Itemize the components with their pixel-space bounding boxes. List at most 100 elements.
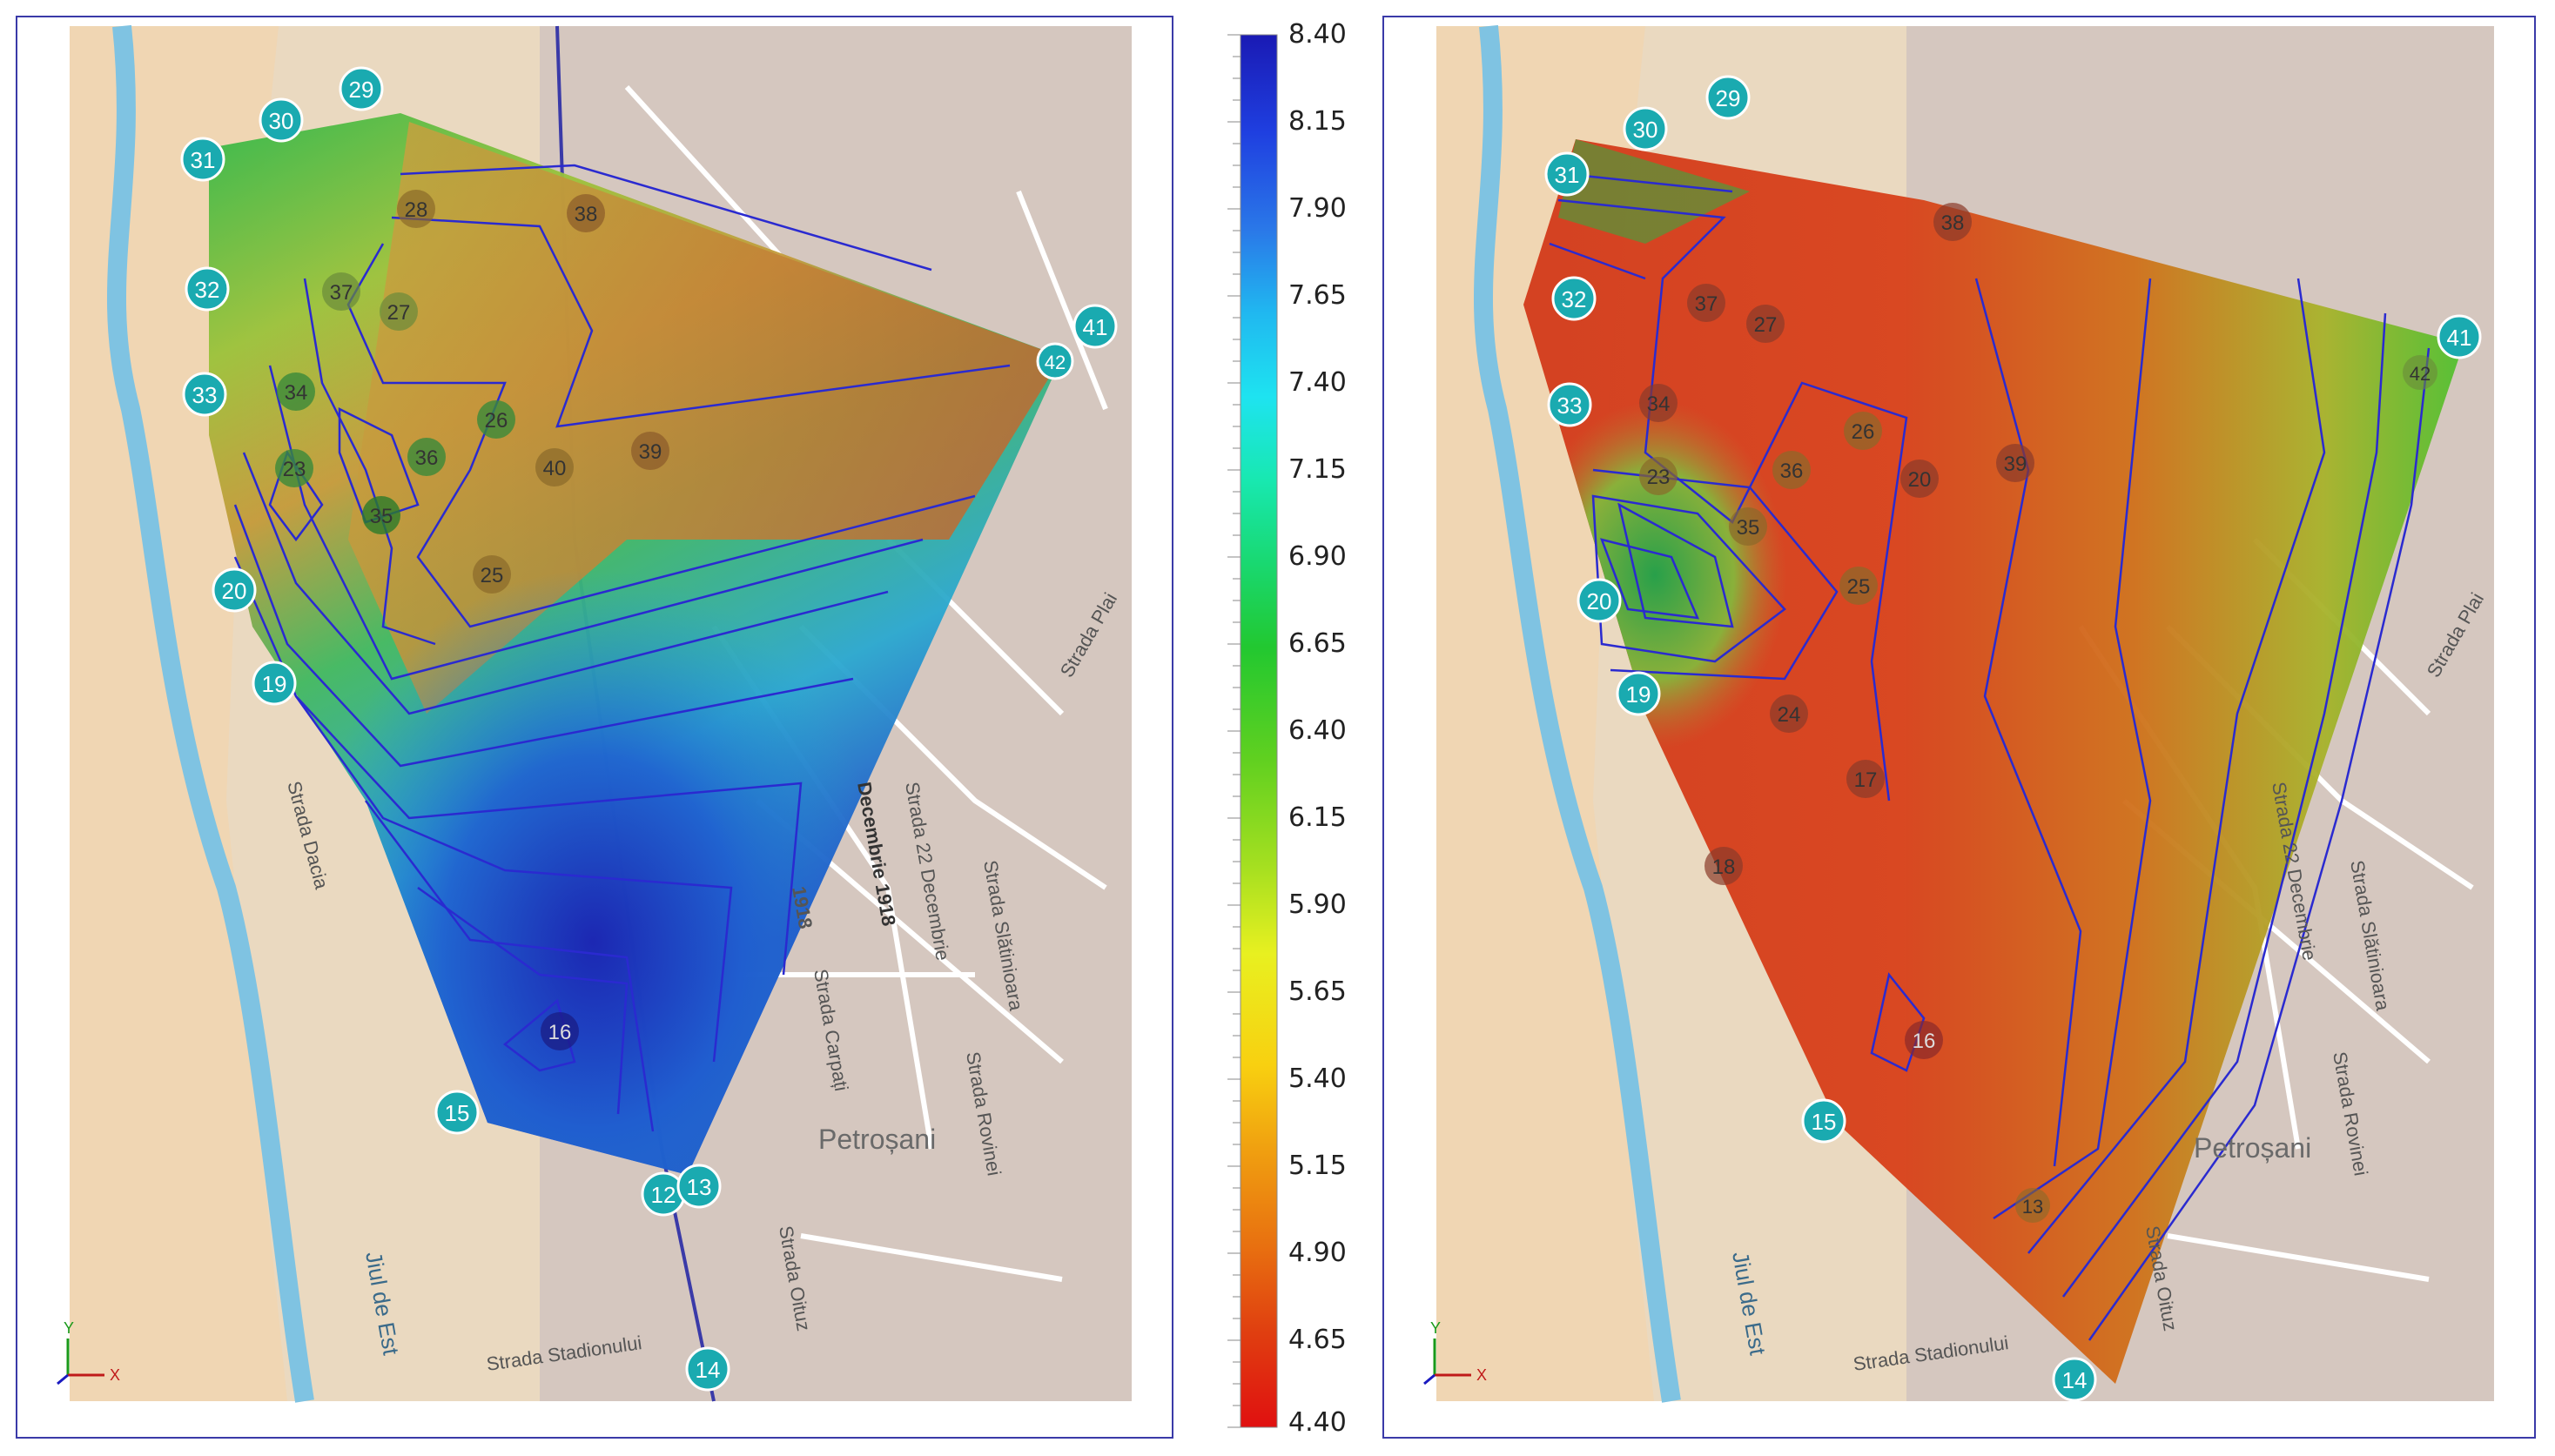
svg-text:30: 30	[269, 108, 294, 134]
point-17[interactable]: 17	[1846, 760, 1885, 798]
point-18[interactable]: 18	[1704, 847, 1743, 885]
point-30[interactable]: 30	[1623, 106, 1668, 151]
point-41[interactable]: 41	[2437, 314, 2482, 359]
point-23[interactable]: 23	[275, 449, 313, 487]
point-20[interactable]: 20	[1577, 578, 1622, 623]
point-33[interactable]: 33	[1547, 382, 1592, 427]
point-39[interactable]: 39	[1996, 444, 2034, 482]
point-28[interactable]: 28	[397, 190, 435, 228]
point-41[interactable]: 41	[1072, 304, 1118, 349]
svg-text:32: 32	[1562, 286, 1587, 312]
point-29[interactable]: 29	[339, 66, 384, 111]
point-34[interactable]: 34	[277, 372, 315, 411]
svg-text:34: 34	[285, 381, 308, 405]
river-jiul	[106, 24, 314, 1403]
point-13[interactable]: 13	[676, 1164, 722, 1209]
scale-label: 8.15	[1288, 106, 1347, 137]
z-axis-arrow	[57, 1373, 69, 1386]
point-27[interactable]: 27	[1746, 305, 1785, 343]
point-34[interactable]: 34	[1639, 384, 1678, 422]
left-map-canvas[interactable]: 29 30 31 32 33 34 23 20 19 15 12 13 14 1…	[17, 17, 1172, 1437]
point-36[interactable]: 36	[407, 438, 446, 476]
scale-label: 5.90	[1288, 889, 1347, 920]
point-15[interactable]: 15	[1801, 1098, 1846, 1144]
svg-text:17: 17	[1854, 768, 1878, 792]
svg-text:31: 31	[191, 147, 216, 173]
point-23[interactable]: 23	[1639, 457, 1678, 495]
point-25[interactable]: 25	[473, 555, 511, 594]
point-33[interactable]: 33	[182, 372, 227, 417]
scale-label: 6.90	[1288, 541, 1347, 572]
scale-label: 7.40	[1288, 367, 1347, 398]
point-42[interactable]: 42	[2403, 355, 2437, 390]
scale-label: 7.90	[1288, 193, 1347, 224]
svg-text:29: 29	[1716, 85, 1741, 111]
point-35[interactable]: 35	[1729, 507, 1767, 546]
point-16[interactable]: 16	[1905, 1021, 1943, 1059]
point-30[interactable]: 30	[259, 97, 304, 143]
svg-text:14: 14	[696, 1357, 721, 1383]
svg-text:36: 36	[1780, 460, 1804, 483]
point-31[interactable]: 31	[180, 137, 225, 182]
right-map-canvas[interactable]: 29 30 31 32 33 34 23 20 19 15 14 13 16 4…	[1384, 17, 2534, 1437]
svg-text:13: 13	[2022, 1196, 2043, 1218]
svg-text:35: 35	[1737, 516, 1760, 540]
point-26[interactable]: 26	[1844, 412, 1882, 450]
point-24[interactable]: 24	[1770, 694, 1808, 733]
svg-text:26: 26	[485, 409, 508, 433]
svg-text:24: 24	[1778, 703, 1801, 727]
point-25[interactable]: 25	[1839, 567, 1878, 605]
x-axis-label: X	[1476, 1366, 1487, 1384]
point-29[interactable]: 29	[1705, 75, 1751, 120]
point-31[interactable]: 31	[1544, 151, 1590, 197]
x-axis-label: X	[110, 1366, 120, 1384]
point-38[interactable]: 38	[1933, 203, 1972, 241]
point-20[interactable]: 20	[212, 567, 257, 613]
contour-lines	[1549, 172, 2431, 1341]
point-20-inner[interactable]: 20	[1900, 460, 1939, 498]
point-37[interactable]: 37	[1687, 284, 1725, 322]
svg-text:19: 19	[1626, 681, 1651, 708]
scale-label: 4.40	[1288, 1407, 1347, 1438]
point-19[interactable]: 19	[252, 661, 297, 706]
svg-text:12: 12	[651, 1182, 676, 1208]
point-38[interactable]: 38	[567, 194, 605, 232]
point-32[interactable]: 32	[1551, 276, 1597, 321]
svg-text:27: 27	[1754, 313, 1778, 337]
svg-text:25: 25	[481, 564, 504, 587]
point-37[interactable]: 37	[322, 272, 360, 311]
svg-text:19: 19	[262, 671, 287, 697]
svg-text:25: 25	[1847, 575, 1871, 599]
point-14[interactable]: 14	[2052, 1357, 2097, 1402]
scale-label: 4.65	[1288, 1325, 1347, 1355]
point-42[interactable]: 42	[1036, 342, 1074, 380]
point-32[interactable]: 32	[185, 266, 230, 312]
scale-label: 6.65	[1288, 628, 1347, 659]
svg-text:41: 41	[1083, 314, 1108, 340]
point-40[interactable]: 40	[535, 448, 574, 486]
point-14[interactable]: 14	[685, 1346, 730, 1392]
point-39[interactable]: 39	[631, 432, 669, 470]
green-corner-zone	[1558, 139, 1750, 244]
svg-text:38: 38	[1941, 211, 1965, 235]
svg-text:33: 33	[192, 382, 218, 408]
point-13[interactable]: 13	[2015, 1188, 2050, 1223]
point-26[interactable]: 26	[477, 400, 515, 439]
point-27[interactable]: 27	[380, 292, 418, 331]
svg-text:20: 20	[1587, 588, 1612, 614]
point-15[interactable]: 15	[434, 1090, 480, 1135]
scale-label: 5.65	[1288, 976, 1347, 1007]
svg-text:13: 13	[687, 1174, 712, 1200]
left-map-panel: 29 30 31 32 33 34 23 20 19 15 12 13 14 1…	[16, 16, 1173, 1439]
svg-text:31: 31	[1555, 162, 1580, 188]
point-35[interactable]: 35	[362, 496, 400, 534]
right-map-panel: 29 30 31 32 33 34 23 20 19 15 14 13 16 4…	[1382, 16, 2536, 1439]
scale-label: 5.40	[1288, 1063, 1347, 1094]
svg-text:23: 23	[283, 458, 306, 481]
scale-label: 8.40	[1288, 19, 1347, 50]
point-16[interactable]: 16	[541, 1012, 579, 1050]
svg-text:38: 38	[575, 203, 598, 226]
scale-label: 6.15	[1288, 802, 1347, 833]
point-36[interactable]: 36	[1772, 451, 1811, 489]
point-19[interactable]: 19	[1616, 671, 1661, 716]
